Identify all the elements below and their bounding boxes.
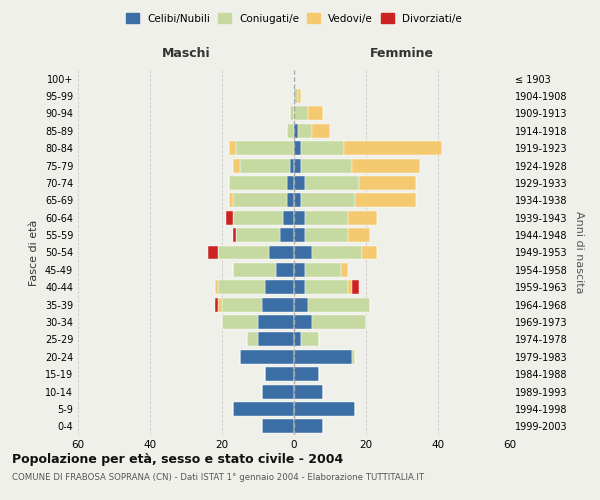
Bar — [218, 246, 269, 260]
Bar — [215, 280, 218, 294]
Bar — [294, 124, 298, 138]
Bar — [287, 176, 294, 190]
Bar — [312, 246, 362, 260]
Bar — [305, 211, 348, 224]
Bar — [294, 194, 301, 207]
Bar — [301, 142, 344, 155]
Bar — [236, 228, 280, 242]
Y-axis label: Fasce di età: Fasce di età — [29, 220, 39, 286]
Bar — [348, 228, 370, 242]
Bar — [236, 142, 294, 155]
Text: Femmine: Femmine — [370, 46, 434, 60]
Bar — [348, 280, 352, 294]
Bar — [265, 367, 294, 381]
Bar — [294, 211, 305, 224]
Bar — [290, 106, 294, 120]
Bar — [258, 315, 294, 329]
Bar — [258, 332, 294, 346]
Bar — [240, 158, 290, 172]
Bar — [355, 194, 416, 207]
Bar — [233, 158, 240, 172]
Bar — [294, 402, 355, 416]
Text: Maschi: Maschi — [161, 46, 211, 60]
Bar — [233, 194, 287, 207]
Bar — [262, 384, 294, 398]
Bar — [294, 176, 305, 190]
Bar — [208, 246, 218, 260]
Bar — [283, 211, 294, 224]
Bar — [301, 332, 319, 346]
Bar — [305, 263, 341, 277]
Bar — [222, 315, 258, 329]
Bar — [294, 280, 305, 294]
Bar — [352, 350, 355, 364]
Bar — [294, 228, 305, 242]
Text: Popolazione per età, sesso e stato civile - 2004: Popolazione per età, sesso e stato civil… — [12, 452, 343, 466]
Bar — [301, 158, 352, 172]
Bar — [287, 124, 294, 138]
Bar — [215, 298, 218, 312]
Bar — [240, 350, 294, 364]
Bar — [269, 246, 294, 260]
Bar — [298, 89, 301, 103]
Bar — [362, 246, 377, 260]
Text: COMUNE DI FRABOSA SOPRANA (CN) - Dati ISTAT 1° gennaio 2004 - Elaborazione TUTTI: COMUNE DI FRABOSA SOPRANA (CN) - Dati IS… — [12, 472, 424, 482]
Bar — [305, 228, 348, 242]
Bar — [233, 228, 236, 242]
Bar — [294, 367, 319, 381]
Bar — [352, 158, 420, 172]
Bar — [280, 228, 294, 242]
Bar — [348, 211, 377, 224]
Bar — [287, 194, 294, 207]
Bar — [294, 298, 308, 312]
Bar — [301, 194, 355, 207]
Bar — [294, 89, 298, 103]
Bar — [226, 211, 233, 224]
Bar — [233, 211, 283, 224]
Bar — [218, 280, 265, 294]
Bar — [229, 142, 236, 155]
Bar — [229, 176, 287, 190]
Bar — [312, 124, 330, 138]
Legend: Celibi/Nubili, Coniugati/e, Vedovi/e, Divorziati/e: Celibi/Nubili, Coniugati/e, Vedovi/e, Di… — [123, 10, 465, 26]
Bar — [218, 298, 222, 312]
Bar — [262, 298, 294, 312]
Bar — [352, 280, 359, 294]
Bar — [359, 176, 416, 190]
Bar — [222, 298, 262, 312]
Y-axis label: Anni di nascita: Anni di nascita — [574, 211, 584, 294]
Bar — [294, 332, 301, 346]
Bar — [341, 263, 348, 277]
Bar — [308, 106, 323, 120]
Bar — [294, 384, 323, 398]
Bar — [294, 142, 301, 155]
Bar — [308, 298, 370, 312]
Bar — [305, 280, 348, 294]
Bar — [298, 124, 312, 138]
Bar — [344, 142, 442, 155]
Bar — [305, 176, 359, 190]
Bar — [294, 315, 312, 329]
Bar — [290, 158, 294, 172]
Bar — [312, 315, 366, 329]
Bar — [233, 402, 294, 416]
Bar — [294, 158, 301, 172]
Bar — [233, 263, 276, 277]
Bar — [294, 420, 323, 434]
Bar — [276, 263, 294, 277]
Bar — [262, 420, 294, 434]
Bar — [294, 350, 352, 364]
Bar — [294, 106, 308, 120]
Bar — [294, 263, 305, 277]
Bar — [265, 280, 294, 294]
Bar — [294, 246, 312, 260]
Bar — [247, 332, 258, 346]
Bar — [229, 194, 233, 207]
